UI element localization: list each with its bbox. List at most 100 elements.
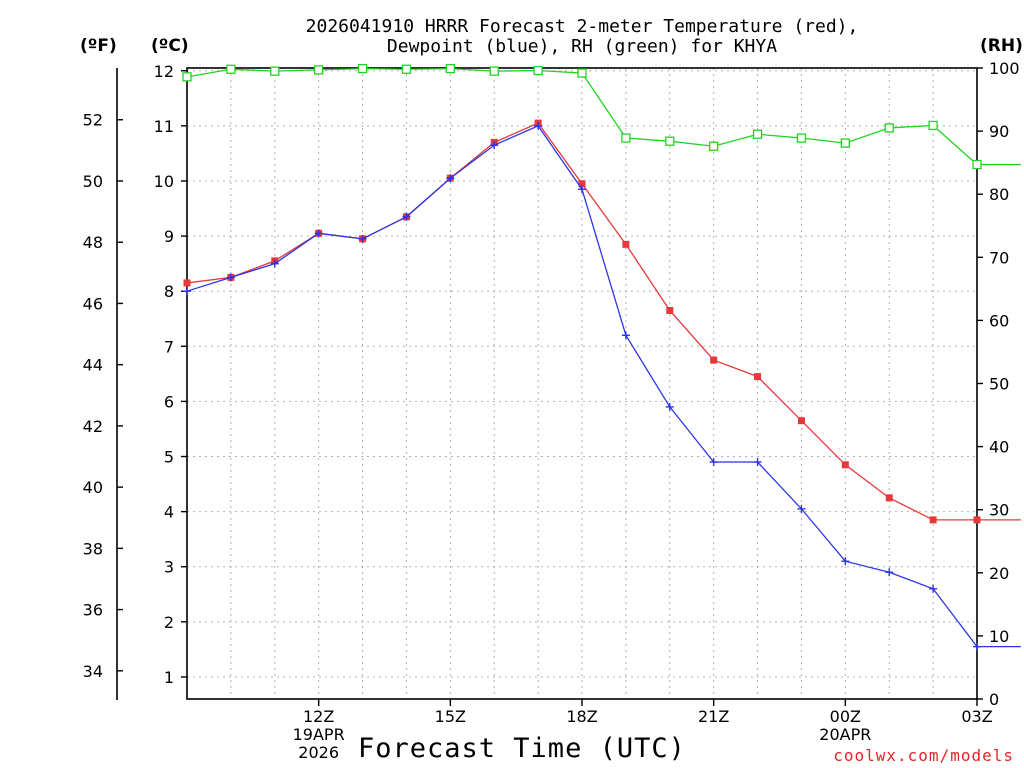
data-point (533, 65, 543, 76)
data-point (929, 516, 937, 524)
data-point (534, 121, 543, 130)
data-point (973, 642, 981, 651)
data-point (753, 458, 762, 467)
celsius-tick-label: 3 (164, 558, 174, 577)
x-tick-label: 00Z (830, 707, 861, 726)
data-point (357, 63, 368, 74)
data-point (841, 557, 850, 566)
data-point (973, 516, 981, 524)
x-axis-title: Forecast Time (UTC) (358, 733, 686, 764)
data-point (183, 279, 191, 287)
rh-tick-label: 20 (989, 564, 1009, 583)
data-point (401, 64, 412, 74)
data-point (445, 63, 455, 74)
celsius-tick-label: 12 (154, 62, 174, 81)
data-point (402, 212, 411, 221)
series-temperature (183, 119, 1021, 524)
data-point (710, 356, 718, 364)
rh-tick-label: 30 (989, 501, 1009, 520)
data-point (621, 331, 630, 340)
data-point (752, 129, 763, 139)
celsius-tick-label: 7 (164, 337, 174, 356)
data-point (446, 174, 455, 183)
data-point (709, 458, 718, 467)
fahrenheit-unit-label: (ºF) (80, 36, 117, 56)
data-point (885, 568, 894, 577)
data-point (884, 123, 894, 133)
rh-tick-label: 70 (989, 248, 1009, 267)
celsius-tick-label: 6 (164, 392, 174, 411)
data-point (490, 141, 499, 150)
celsius-tick-label: 1 (164, 668, 174, 687)
rh-tick-label: 90 (989, 122, 1009, 141)
celsius-tick-label: 2 (164, 613, 174, 632)
data-point (666, 306, 674, 314)
data-point (622, 240, 630, 248)
x-tick-label: 21Z (698, 707, 729, 726)
rh-tick-label: 0 (989, 690, 999, 709)
data-point (314, 65, 324, 75)
rh-unit-label: (RH) (980, 36, 1023, 56)
data-point (841, 461, 849, 469)
celsius-tick-label: 11 (154, 117, 174, 136)
series-rh (182, 63, 1021, 170)
data-point (797, 504, 806, 513)
data-point (183, 287, 191, 296)
celsius-unit-label: (ºC) (151, 36, 189, 56)
data-point (314, 229, 323, 238)
grid-lines (186, 68, 978, 699)
data-point (578, 180, 586, 188)
fahrenheit-tick-label: 44 (83, 356, 103, 375)
data-point (885, 494, 893, 502)
fahrenheit-tick-label: 34 (83, 662, 103, 681)
x-tick-label: 18Z (566, 707, 597, 726)
fahrenheit-tick-label: 42 (83, 417, 103, 436)
x-tick-label: 19APR (293, 725, 345, 744)
fahrenheit-tick-label: 52 (83, 111, 103, 130)
celsius-tick-label: 10 (154, 172, 174, 191)
series-layer (182, 63, 1021, 651)
data-point (840, 138, 850, 148)
fahrenheit-tick-label: 38 (83, 539, 103, 558)
celsius-tick-label: 4 (164, 503, 174, 522)
data-point (226, 273, 235, 282)
chart-title: 2026041910 HRRR Forecast 2-meter Tempera… (0, 17, 1024, 57)
data-point (754, 373, 762, 381)
data-point (578, 185, 586, 194)
data-point (182, 72, 192, 82)
chart-title-line-1: 2026041910 HRRR Forecast 2-meter Tempera… (305, 16, 859, 37)
data-point (797, 417, 805, 425)
celsius-tick-label: 5 (164, 448, 174, 467)
x-tick-label: 12Z (303, 707, 334, 726)
rh-tick-label: 80 (989, 185, 1009, 204)
series-dewpoint (183, 121, 1021, 651)
plot-frame (186, 67, 978, 700)
fahrenheit-tick-label: 50 (83, 172, 103, 191)
data-point (621, 133, 631, 143)
data-point (709, 141, 719, 151)
rh-tick-label: 60 (989, 311, 1009, 330)
rh-tick-label: 50 (989, 375, 1009, 394)
celsius-tick-label: 9 (164, 227, 174, 246)
data-point (665, 402, 674, 411)
fahrenheit-tick-label: 40 (83, 478, 103, 497)
data-point (929, 584, 938, 593)
fahrenheit-tick-label: 46 (83, 294, 103, 313)
data-point (226, 64, 236, 74)
x-tick-label: 15Z (435, 707, 466, 726)
series-line (186, 67, 1021, 166)
data-point (972, 159, 982, 170)
data-point (358, 234, 367, 243)
data-point (270, 66, 280, 76)
data-point (665, 136, 675, 146)
rh-tick-label: 40 (989, 438, 1009, 457)
data-point (928, 120, 938, 131)
celsius-tick-label: 8 (164, 282, 174, 301)
rh-tick-label: 10 (989, 627, 1009, 646)
credit-link[interactable]: coolwx.com/models (833, 746, 1014, 765)
x-tick-label: 20APR (819, 725, 871, 744)
axes: 1234567891011123436384042444648505201020… (83, 59, 1020, 762)
fahrenheit-tick-label: 36 (83, 601, 103, 620)
fahrenheit-tick-label: 48 (83, 233, 103, 252)
